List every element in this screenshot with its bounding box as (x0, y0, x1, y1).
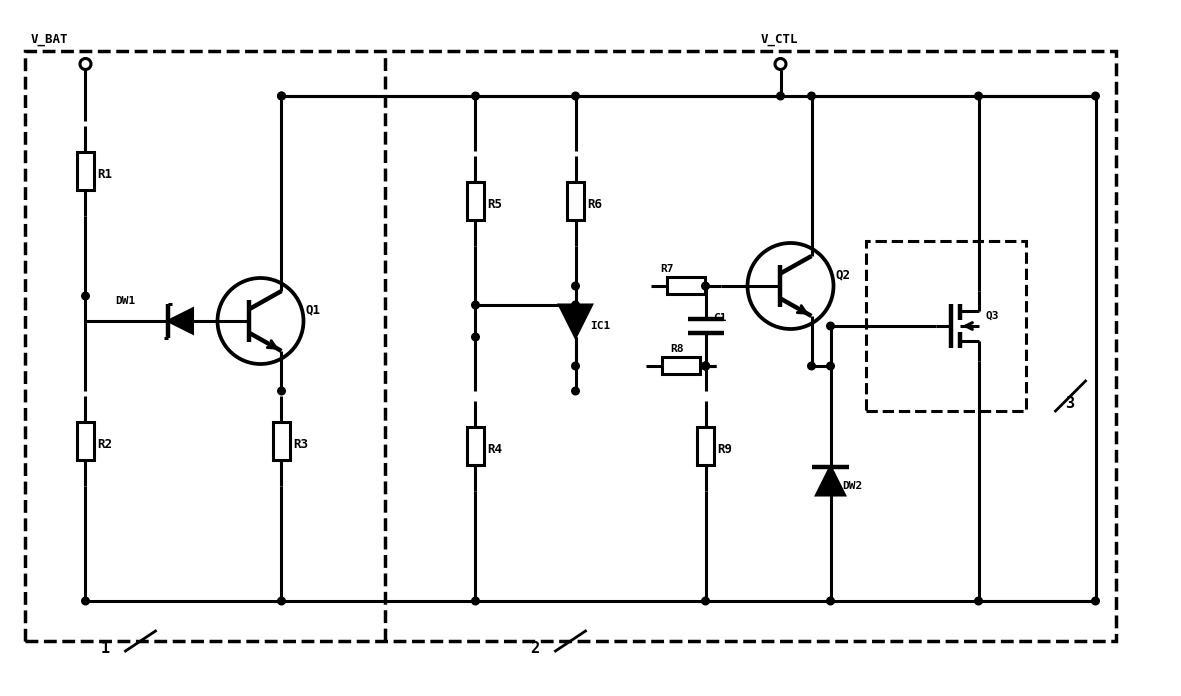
Circle shape (278, 597, 286, 605)
Circle shape (808, 92, 815, 100)
Bar (661, 358, 699, 374)
Polygon shape (560, 305, 592, 337)
Circle shape (572, 387, 580, 395)
Circle shape (702, 362, 710, 370)
Circle shape (572, 362, 580, 370)
Circle shape (81, 597, 90, 605)
Text: Q1: Q1 (306, 303, 320, 316)
Text: R6: R6 (587, 198, 602, 211)
Circle shape (572, 92, 580, 100)
Text: C1: C1 (713, 313, 727, 323)
Circle shape (702, 362, 710, 370)
Text: Q2: Q2 (835, 268, 850, 281)
Text: R7: R7 (660, 264, 674, 274)
Circle shape (827, 597, 834, 605)
Circle shape (572, 282, 580, 290)
Text: V_BAT: V_BAT (31, 33, 68, 46)
Text: R4: R4 (488, 443, 502, 456)
Bar (77, 152, 94, 190)
Text: R8: R8 (671, 344, 684, 354)
Circle shape (80, 58, 91, 70)
Circle shape (278, 92, 286, 100)
Text: R2: R2 (98, 438, 112, 451)
Circle shape (278, 387, 286, 395)
Circle shape (702, 282, 710, 290)
Text: 1: 1 (100, 641, 110, 656)
Circle shape (1091, 597, 1100, 605)
Text: 3: 3 (1065, 396, 1075, 411)
Text: V_CTL: V_CTL (761, 33, 798, 46)
Text: R5: R5 (488, 198, 502, 211)
Circle shape (827, 362, 834, 370)
Text: R9: R9 (718, 443, 732, 456)
Circle shape (974, 597, 983, 605)
Bar (273, 422, 291, 460)
Circle shape (808, 362, 815, 370)
Text: DW2: DW2 (842, 481, 863, 491)
Text: 2: 2 (530, 641, 540, 656)
Circle shape (702, 362, 710, 370)
Text: R1: R1 (98, 168, 112, 181)
Bar (567, 182, 583, 220)
Polygon shape (816, 467, 844, 495)
Text: IC1: IC1 (590, 321, 611, 331)
Bar (666, 278, 705, 294)
Circle shape (278, 92, 286, 100)
Text: R3: R3 (294, 438, 308, 451)
Bar (697, 427, 715, 465)
Bar (466, 427, 484, 465)
Circle shape (471, 92, 479, 100)
Circle shape (777, 92, 784, 100)
Circle shape (81, 292, 90, 300)
Circle shape (974, 92, 983, 100)
Circle shape (1091, 92, 1100, 100)
Bar (466, 182, 484, 220)
Circle shape (572, 301, 580, 309)
Circle shape (471, 301, 479, 309)
Polygon shape (169, 309, 193, 333)
Circle shape (471, 597, 479, 605)
Circle shape (775, 58, 787, 70)
Circle shape (827, 322, 834, 330)
Circle shape (471, 333, 479, 341)
Text: Q3: Q3 (985, 311, 999, 321)
Circle shape (702, 597, 710, 605)
Text: DW1: DW1 (116, 296, 136, 306)
Bar (77, 422, 94, 460)
